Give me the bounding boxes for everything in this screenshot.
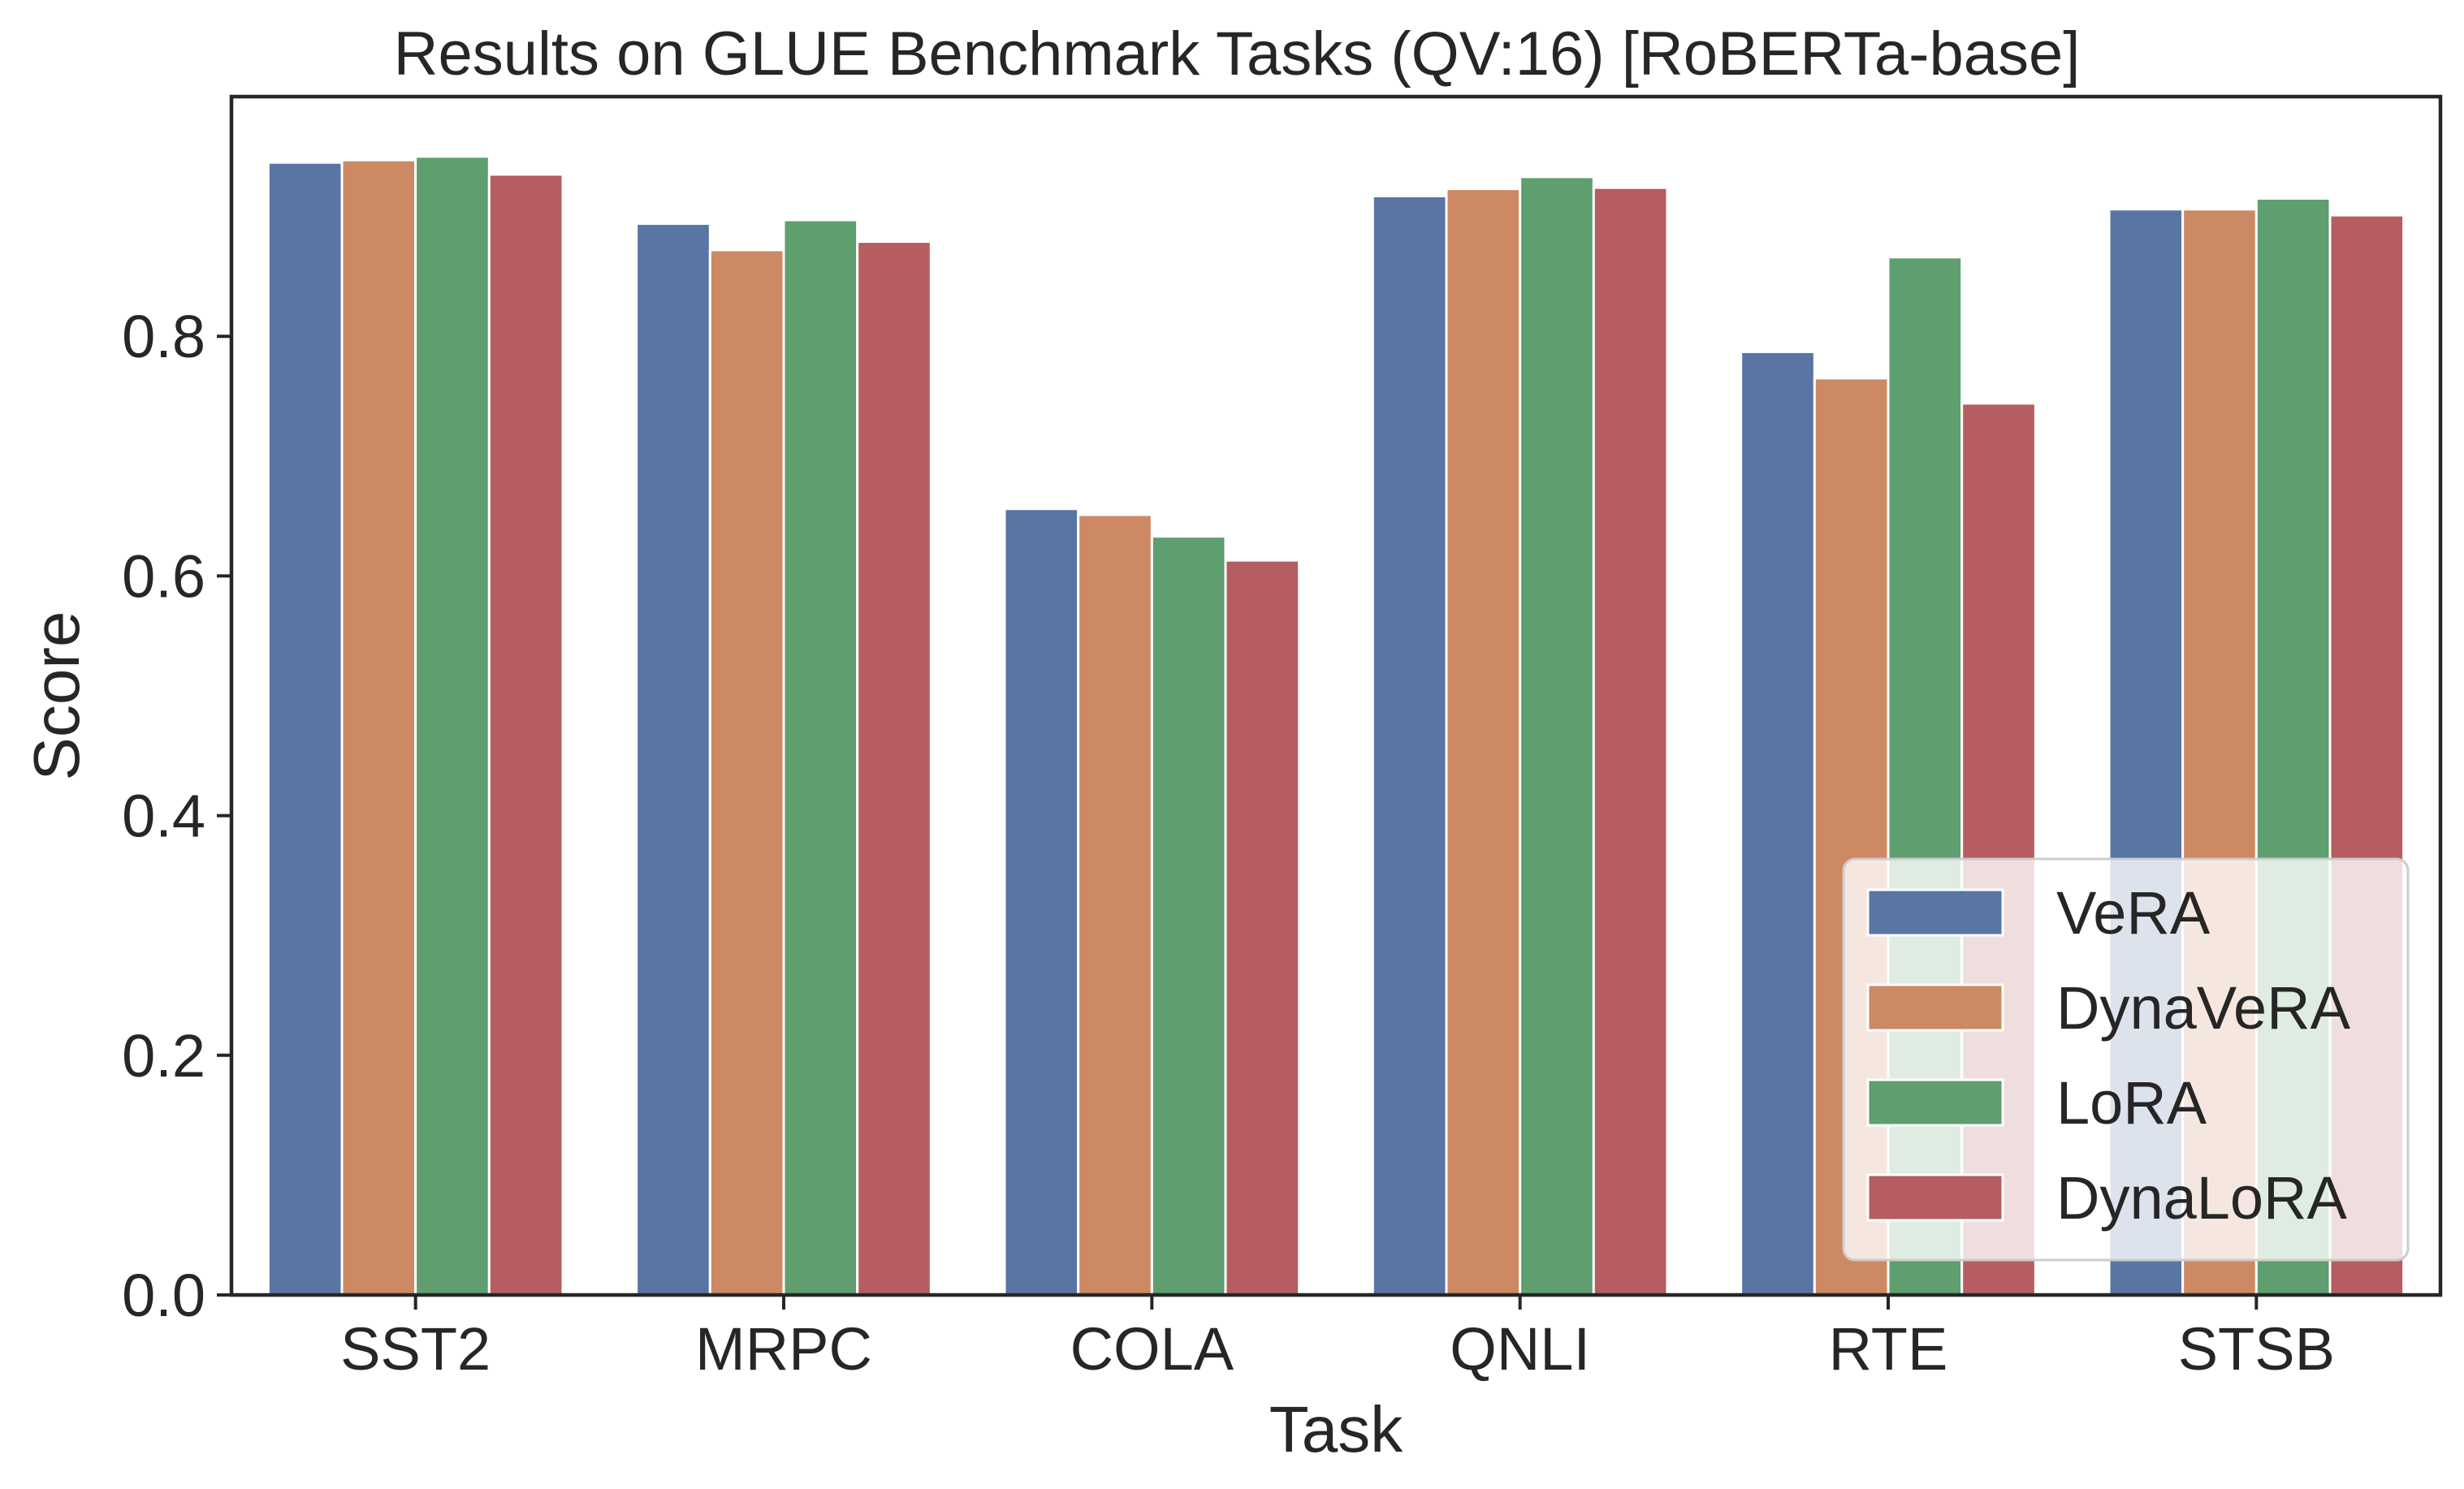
legend-swatch-dynalora xyxy=(1866,1173,2004,1222)
plot-frame xyxy=(229,94,2443,1297)
y-axis: 0.0 0.2 0.4 0.6 0.8 xyxy=(122,303,231,1329)
legend-swatch-lora xyxy=(1866,1078,2004,1127)
bar-vera-sst2 xyxy=(266,161,344,1297)
x-tick-label: COLA xyxy=(1070,1315,1234,1383)
legend: VeRA DynaVeRA LoRA DynaLoRA xyxy=(1842,857,2410,1262)
x-axis-label: Task xyxy=(1269,1393,1403,1465)
legend-swatch-dynavera xyxy=(1866,983,2004,1032)
bar-dynalora-mrpc xyxy=(856,240,932,1297)
bar-lora-qnli xyxy=(1519,175,1595,1297)
legend-box xyxy=(1842,857,2410,1262)
bar-lora-mrpc xyxy=(782,218,859,1297)
bar-dynavera-cola xyxy=(1077,513,1153,1297)
bar-lora-sst2 xyxy=(414,155,491,1297)
legend-label-dynalora: DynaLoRA xyxy=(2056,1164,2348,1232)
bar-vera-rte xyxy=(1740,350,1816,1297)
bar-vera-qnli xyxy=(1371,195,1448,1297)
x-tick-label: SST2 xyxy=(340,1315,491,1383)
bar-dynalora-sst2 xyxy=(487,173,564,1297)
x-tick-label: RTE xyxy=(1829,1315,1948,1383)
y-tick-label: 0.6 xyxy=(122,542,205,610)
bar-vera-cola xyxy=(1003,507,1080,1297)
legend-label-dynavera: DynaVeRA xyxy=(2056,974,2351,1042)
y-tick-label: 0.0 xyxy=(122,1262,205,1329)
y-tick-label: 0.4 xyxy=(122,783,205,850)
chart-title: Results on GLUE Benchmark Tasks (QV:16) … xyxy=(394,19,2081,88)
x-axis: SST2 MRPC COLA QNLI RTE STSB xyxy=(340,1295,2335,1383)
y-axis-label: Score xyxy=(20,611,93,781)
bar-dynalora-qnli xyxy=(1592,186,1669,1297)
bar-dynavera-sst2 xyxy=(340,158,417,1297)
legend-swatch-vera xyxy=(1866,888,2004,937)
y-tick-label: 0.2 xyxy=(122,1022,205,1090)
bar-dynavera-mrpc xyxy=(708,248,785,1297)
x-tick-label: STSB xyxy=(2178,1315,2335,1383)
y-tick-label: 0.8 xyxy=(122,303,205,370)
bar-lora-cola xyxy=(1150,535,1227,1297)
x-tick-label: QNLI xyxy=(1450,1315,1590,1383)
legend-label-lora: LoRA xyxy=(2056,1069,2207,1137)
bar-vera-mrpc xyxy=(635,222,711,1297)
bar-dynalora-cola xyxy=(1224,559,1301,1297)
x-tick-label: MRPC xyxy=(695,1315,872,1383)
bar-dynavera-qnli xyxy=(1445,188,1522,1297)
legend-label-vera: VeRA xyxy=(2056,879,2211,947)
